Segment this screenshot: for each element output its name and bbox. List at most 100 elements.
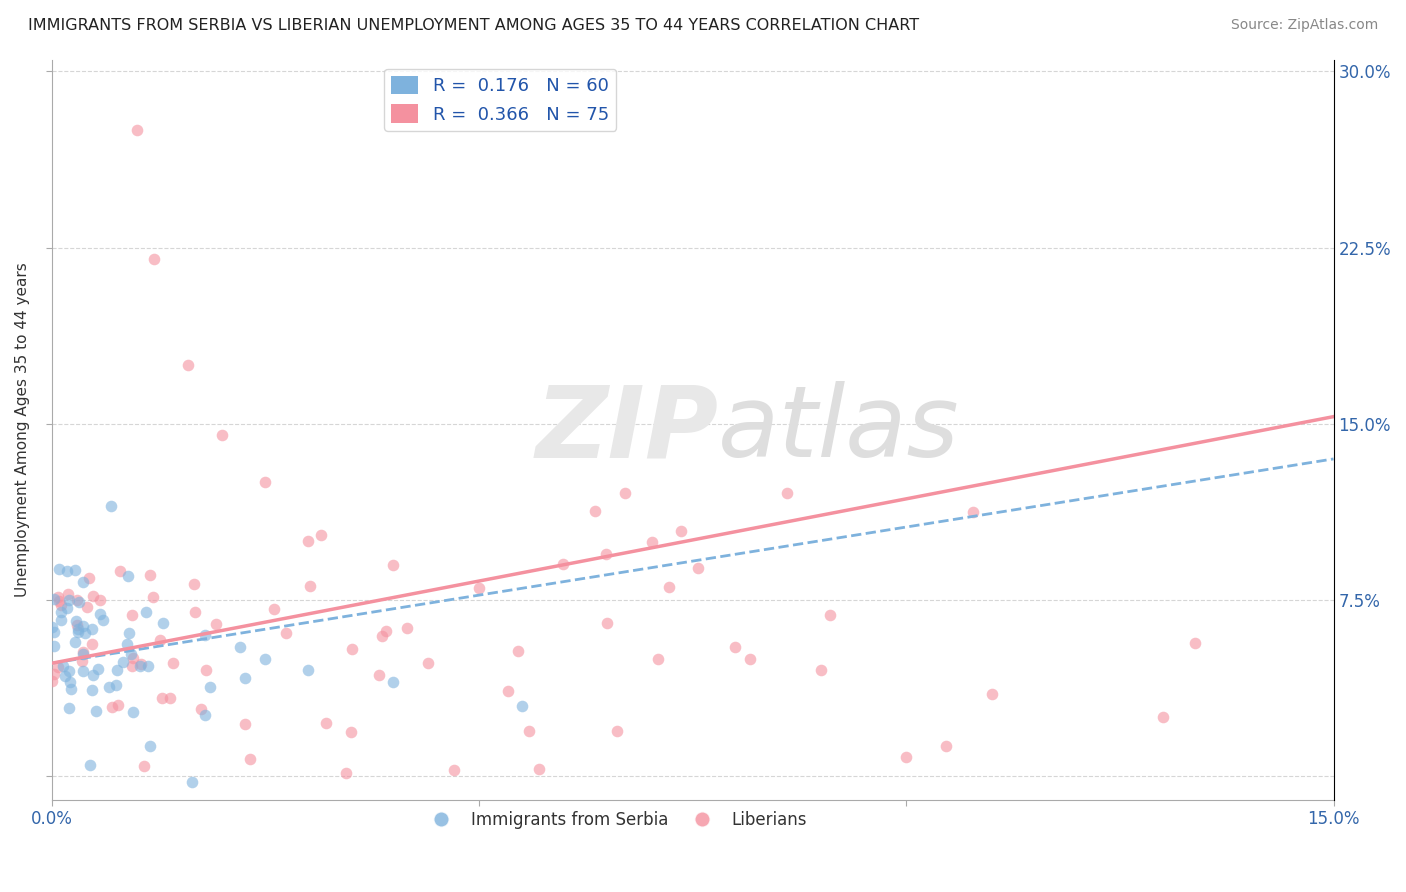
Point xyxy=(73,626,96,640)
Point xyxy=(48,593,70,607)
Point xyxy=(935,739,957,754)
Point xyxy=(82,668,104,682)
Point xyxy=(254,475,277,490)
Point xyxy=(104,678,127,692)
Point xyxy=(67,625,90,640)
Point xyxy=(66,617,89,632)
Point xyxy=(980,687,1002,701)
Point xyxy=(342,641,364,656)
Point xyxy=(52,659,75,673)
Point xyxy=(49,598,72,612)
Point xyxy=(138,739,160,753)
Legend: Immigrants from Serbia, Liberians: Immigrants from Serbia, Liberians xyxy=(418,805,814,836)
Point xyxy=(810,663,832,677)
Point xyxy=(129,657,152,671)
Point xyxy=(738,652,761,666)
Point xyxy=(121,607,143,622)
Point xyxy=(297,663,319,677)
Point xyxy=(125,123,148,137)
Point xyxy=(468,581,491,595)
Point xyxy=(82,622,104,636)
Point xyxy=(56,564,79,578)
Point xyxy=(72,619,94,633)
Point xyxy=(159,690,181,705)
Point xyxy=(641,534,664,549)
Point xyxy=(818,607,841,622)
Point xyxy=(669,524,692,538)
Point xyxy=(41,619,63,633)
Text: atlas: atlas xyxy=(718,381,960,478)
Point xyxy=(198,680,221,694)
Point xyxy=(1152,710,1174,724)
Point xyxy=(60,682,83,697)
Text: IMMIGRANTS FROM SERBIA VS LIBERIAN UNEMPLOYMENT AMONG AGES 35 TO 44 YEARS CORREL: IMMIGRANTS FROM SERBIA VS LIBERIAN UNEMP… xyxy=(28,18,920,33)
Point xyxy=(254,651,277,665)
Point xyxy=(122,651,145,665)
Point xyxy=(443,763,465,777)
Point xyxy=(72,648,94,662)
Point xyxy=(416,656,439,670)
Point xyxy=(274,626,297,640)
Point xyxy=(150,691,173,706)
Point xyxy=(121,659,143,673)
Point xyxy=(194,663,217,677)
Point xyxy=(510,698,533,713)
Point xyxy=(228,640,250,654)
Point xyxy=(55,600,77,615)
Point xyxy=(48,562,70,576)
Point xyxy=(142,591,165,605)
Point xyxy=(112,655,135,669)
Point xyxy=(58,700,80,714)
Point xyxy=(136,658,159,673)
Point xyxy=(91,613,114,627)
Point xyxy=(63,635,86,649)
Point xyxy=(84,705,107,719)
Point xyxy=(375,624,398,638)
Point xyxy=(63,563,86,577)
Point xyxy=(72,575,94,590)
Point xyxy=(76,600,98,615)
Point xyxy=(66,593,89,607)
Point xyxy=(239,751,262,765)
Point xyxy=(613,486,636,500)
Point xyxy=(263,602,285,616)
Point xyxy=(132,759,155,773)
Point xyxy=(298,579,321,593)
Point xyxy=(162,656,184,670)
Text: Source: ZipAtlas.com: Source: ZipAtlas.com xyxy=(1230,18,1378,32)
Point xyxy=(80,683,103,698)
Point xyxy=(65,614,87,628)
Point xyxy=(107,698,129,713)
Point xyxy=(56,587,79,601)
Point xyxy=(89,593,111,607)
Point xyxy=(233,717,256,731)
Point xyxy=(184,606,207,620)
Point xyxy=(87,662,110,676)
Point xyxy=(340,725,363,739)
Point xyxy=(894,750,917,764)
Point xyxy=(382,558,405,572)
Point xyxy=(606,723,628,738)
Point xyxy=(143,252,166,267)
Point xyxy=(59,674,82,689)
Point xyxy=(121,705,143,719)
Point xyxy=(315,716,337,731)
Point xyxy=(190,702,212,716)
Point xyxy=(79,758,101,772)
Point xyxy=(105,663,128,677)
Point xyxy=(118,626,141,640)
Point xyxy=(595,547,617,561)
Point xyxy=(77,571,100,585)
Point xyxy=(233,671,256,685)
Point xyxy=(128,659,150,673)
Point xyxy=(82,637,104,651)
Point xyxy=(297,534,319,549)
Point xyxy=(658,580,681,594)
Point xyxy=(335,766,357,780)
Point xyxy=(371,629,394,643)
Point xyxy=(108,565,131,579)
Point xyxy=(194,628,217,642)
Point xyxy=(396,622,419,636)
Point xyxy=(89,607,111,622)
Point xyxy=(53,669,76,683)
